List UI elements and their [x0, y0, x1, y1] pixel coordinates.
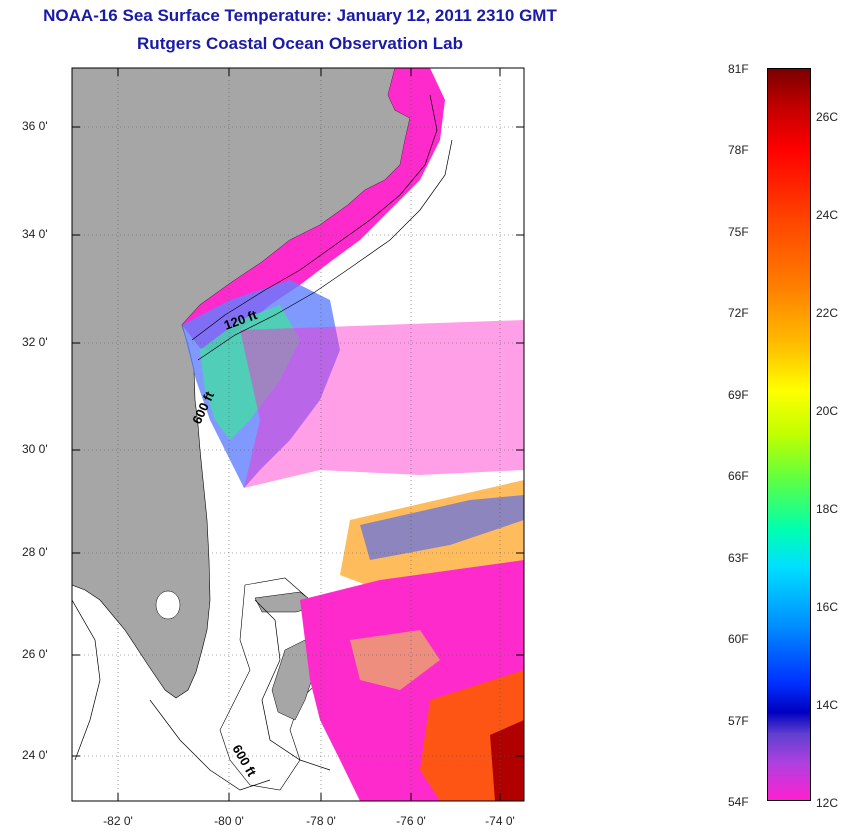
- sst-southeast-hot: [490, 720, 524, 801]
- lon-label-74: -74 0': [485, 814, 515, 828]
- contour-120ft: [191, 94, 438, 341]
- lake-okeechobee: [155, 590, 181, 620]
- lon-label-80: -80 0': [214, 814, 244, 828]
- contour-florida-west: [72, 599, 101, 761]
- graticule: [72, 68, 524, 801]
- colorbar-label-24c: 24C: [816, 208, 839, 222]
- sst-gulfstream-blue: [360, 495, 524, 560]
- contour-bahamas: [254, 599, 331, 771]
- colorbar-label-57f: 57F: [728, 714, 749, 728]
- colorbar-label-75f: 75F: [728, 225, 749, 239]
- colorbar-label-20c: 20C: [816, 404, 839, 418]
- sst-scatter-central: [240, 320, 524, 488]
- lat-label-24: 24 0': [22, 748, 48, 762]
- contour-600ft: [197, 139, 453, 361]
- colorbar-label-78f: 78F: [728, 143, 749, 157]
- colorbar-label-60f: 60F: [728, 632, 749, 646]
- lat-label-28: 28 0': [22, 545, 48, 559]
- colorbar-label-18c: 18C: [816, 502, 839, 516]
- sst-southeast-yellow: [350, 630, 440, 690]
- colorbar-label-63f: 63F: [728, 551, 749, 565]
- colorbar-label-69f: 69F: [728, 388, 749, 402]
- lon-label-78: -78 0': [306, 814, 336, 828]
- lat-label-32: 32 0': [22, 335, 48, 349]
- lon-label-82: -82 0': [103, 814, 133, 828]
- lat-label-30: 30 0': [22, 442, 48, 456]
- map-frame: [71, 67, 525, 802]
- colorbar-label-26c: 26C: [816, 110, 839, 124]
- map-title: NOAA-16 Sea Surface Temperature: January…: [43, 6, 557, 25]
- colorbar-label-14c: 14C: [816, 698, 839, 712]
- axis-ticks: [72, 68, 524, 801]
- map-subtitle: Rutgers Coastal Ocean Observation Lab: [137, 34, 463, 53]
- sst-coastal-band-north: [182, 68, 445, 352]
- colorbar-label-72f: 72F: [728, 306, 749, 320]
- lon-label-76: -76 0': [396, 814, 426, 828]
- contour-florida-keys: [149, 699, 271, 791]
- lat-label-26: 26 0': [22, 647, 48, 661]
- colorbar-label-12c: 12C: [816, 796, 839, 810]
- lat-label-34: 34 0': [22, 227, 48, 241]
- colorbar-label-81f: 81F: [728, 62, 749, 76]
- colorbar-label-22c: 22C: [816, 306, 839, 320]
- temperature-colorbar: [767, 68, 811, 801]
- colorbar-label-66f: 66F: [728, 469, 749, 483]
- colorbar-label-16c: 16C: [816, 600, 839, 614]
- colorbar-label-54f: 54F: [728, 795, 749, 809]
- sst-shelf-inner: [200, 305, 300, 440]
- lat-label-36: 36 0': [22, 119, 48, 133]
